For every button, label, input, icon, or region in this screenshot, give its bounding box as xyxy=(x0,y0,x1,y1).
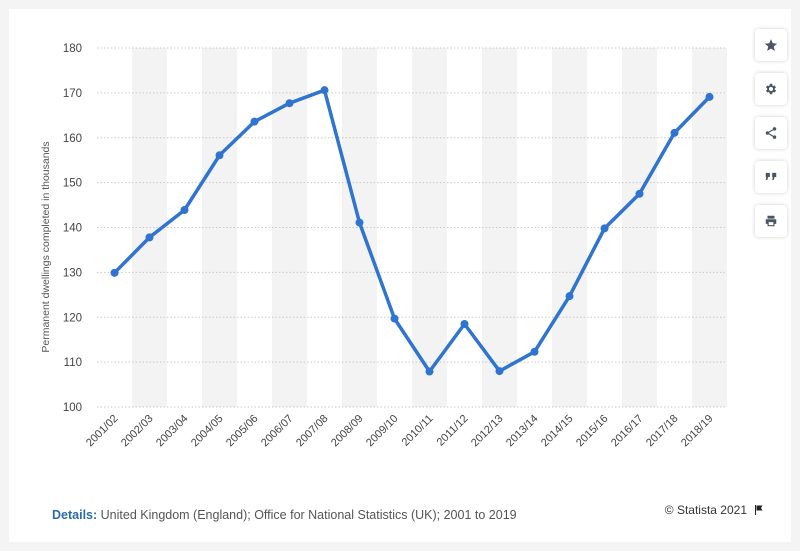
data-point xyxy=(635,189,644,198)
y-tick-label: 120 xyxy=(63,312,82,324)
y-tick-label: 170 xyxy=(63,88,82,100)
y-axis-label: Permanent dwellings completed in thousan… xyxy=(40,141,52,352)
settings-button[interactable] xyxy=(755,73,787,105)
x-tick-label: 2001/02 xyxy=(84,413,121,450)
x-tick-label: 2018/19 xyxy=(679,413,716,450)
y-tick-label: 150 xyxy=(63,178,82,190)
x-tick-label: 2016/17 xyxy=(609,413,646,450)
data-point xyxy=(250,117,259,126)
data-point xyxy=(320,86,329,95)
print-icon xyxy=(765,215,777,227)
chart-card: 100 110 120 130 140 150 160 170 180 2001/02 2002/… xyxy=(9,9,791,542)
x-axis-ticks: 2001/022002/032003/042004/052005/062006/… xyxy=(84,413,716,450)
data-points xyxy=(110,86,714,376)
y-tick-label: 140 xyxy=(63,223,82,235)
favorite-button[interactable] xyxy=(755,29,787,61)
x-tick-label: 2012/13 xyxy=(469,413,506,450)
data-point xyxy=(390,314,399,323)
x-tick-label: 2010/11 xyxy=(400,413,436,449)
x-tick-label: 2008/09 xyxy=(329,413,366,450)
chart-toolbar xyxy=(755,29,787,237)
x-tick-label: 2011/12 xyxy=(435,413,471,449)
y-tick-label: 100 xyxy=(63,402,82,414)
flag-icon xyxy=(755,505,763,515)
data-point xyxy=(425,367,434,376)
x-tick-label: 2007/08 xyxy=(294,413,331,450)
chart-details: Details: United Kingdom (England); Offic… xyxy=(52,508,517,522)
data-point xyxy=(495,367,504,376)
x-tick-label: 2004/05 xyxy=(189,413,226,450)
share-button[interactable] xyxy=(755,117,787,149)
y-tick-label: 130 xyxy=(63,267,82,279)
quote-icon xyxy=(765,172,777,180)
x-tick-label: 2017/18 xyxy=(644,413,681,450)
data-point xyxy=(180,205,189,214)
data-point xyxy=(460,319,469,328)
print-button[interactable] xyxy=(755,205,787,237)
x-tick-label: 2014/15 xyxy=(539,413,576,450)
copyright-text: © Statista 2021 xyxy=(664,503,747,517)
line-chart: 100 110 120 130 140 150 160 170 180 2001/022002/… xyxy=(40,43,727,450)
data-point xyxy=(600,224,609,233)
copyright[interactable]: © Statista 2021 xyxy=(665,503,765,517)
data-point xyxy=(145,233,154,242)
y-tick-label: 110 xyxy=(64,357,82,369)
star-icon xyxy=(764,39,778,51)
y-tick-label: 160 xyxy=(63,133,82,145)
x-tick-label: 2009/10 xyxy=(364,413,401,450)
data-point xyxy=(110,268,119,277)
data-point xyxy=(530,347,539,356)
x-tick-label: 2013/14 xyxy=(504,413,541,450)
data-point xyxy=(565,292,574,301)
data-point xyxy=(705,92,714,101)
data-point xyxy=(285,99,294,108)
data-point xyxy=(670,128,679,137)
details-text: United Kingdom (England); Office for Nat… xyxy=(100,508,517,522)
series-line xyxy=(112,88,712,374)
x-tick-label: 2005/06 xyxy=(224,413,261,450)
gear-icon xyxy=(765,83,777,95)
y-axis-ticks: 100 110 120 130 140 150 160 170 180 xyxy=(63,43,82,414)
x-tick-label: 2015/16 xyxy=(574,413,611,450)
x-tick-label: 2006/07 xyxy=(259,413,296,450)
y-tick-label: 180 xyxy=(63,43,82,55)
data-point xyxy=(215,151,224,160)
x-tick-label: 2002/03 xyxy=(119,413,156,450)
share-icon xyxy=(765,127,777,139)
x-tick-label: 2003/04 xyxy=(154,413,191,450)
data-point xyxy=(355,218,364,227)
cite-button[interactable] xyxy=(755,161,787,193)
details-label: Details: xyxy=(52,508,98,522)
